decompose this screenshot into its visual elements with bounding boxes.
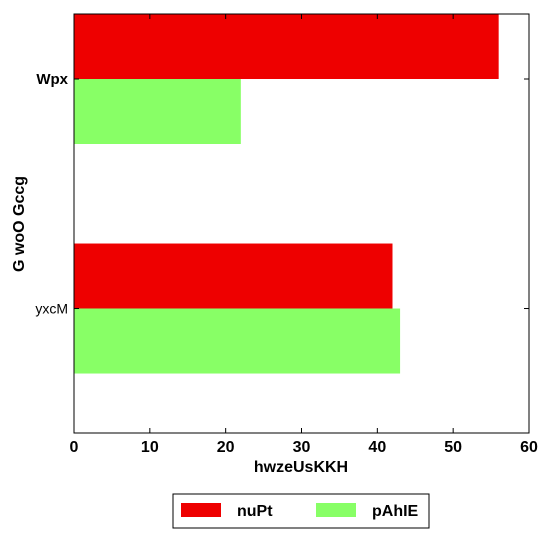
x-tick-label: 0 (70, 439, 79, 456)
bar-pAhIE-yxcM (74, 308, 401, 374)
labels-group: 0 10 20 30 40 50 60 Wpx yxcM (35, 71, 538, 456)
y-category-label: Wpx (36, 71, 68, 88)
bars-group (74, 14, 499, 374)
x-tick-label: 50 (444, 439, 462, 456)
x-tick-label: 20 (217, 439, 235, 456)
legend-label-nuPt: nuPt (237, 503, 273, 520)
x-tick-label: 60 (520, 439, 538, 456)
y-category-label: yxcM (35, 301, 68, 317)
x-tick-label: 10 (141, 439, 159, 456)
legend-label-pAhIE: pAhIE (372, 503, 419, 520)
x-tick-label: 40 (368, 439, 386, 456)
legend-swatch-pAhIE (316, 503, 356, 517)
bar-pAhIE-Wpx (74, 79, 241, 144)
x-tick-label: 30 (293, 439, 311, 456)
x-axis-title: hwzeUsKKH (254, 459, 348, 476)
y-axis-title: G woO Gccg (11, 176, 28, 272)
legend-swatch-nuPt (181, 503, 221, 517)
bar-nuPt-yxcM (74, 243, 393, 309)
legend: nuPt pAhIE (172, 493, 430, 529)
ticks-group (73, 14, 530, 433)
bar-nuPt-Wpx (74, 14, 499, 79)
